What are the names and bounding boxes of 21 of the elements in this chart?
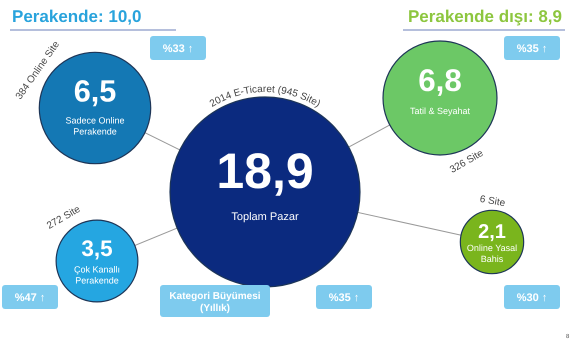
data-label: 6,5 [74,74,116,108]
text: 272 Site [45,204,83,232]
category-label: Tatil & Seyahat [410,106,471,116]
text: Perakende: 10,0 [12,7,142,26]
text: 6 Site [478,194,506,210]
data-label: 18,9 [216,143,314,199]
text: %47 ↑ [14,292,46,304]
category-label: Sadece Online Perakende [65,116,125,137]
category-label: Online Yasal Bahis [466,242,518,264]
text: %30 ↑ [516,292,548,304]
category-label: Çok Kanallı Perakende [74,264,120,286]
data-label: 6,8 [418,63,462,98]
text: Perakende dışı: 8,9 [408,7,562,26]
data-label: 2,1 [478,221,506,244]
text: %33 ↑ [162,43,194,55]
category-label: Toplam Pazar [231,211,299,223]
text: %35 ↑ [328,292,360,304]
text: 326 Site [448,148,486,176]
data-label: 3,5 [81,236,113,262]
text: Kategori Büyümesi (Yıllık) [169,291,261,314]
text: %35 ↑ [516,43,548,55]
